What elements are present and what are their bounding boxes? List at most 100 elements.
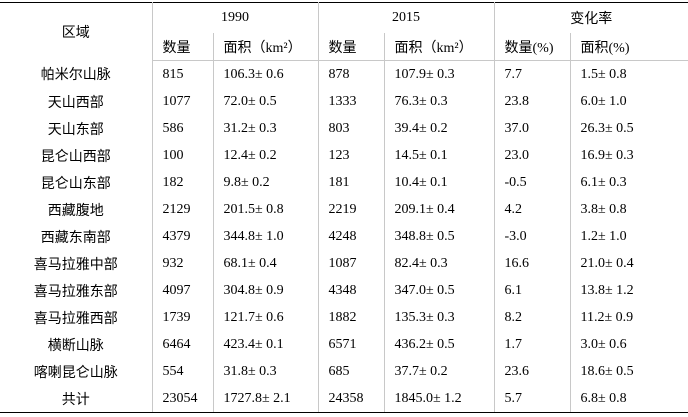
table-row: 帕米尔山脉 815 106.3± 0.6 878 107.9± 0.3 7.7 1.5± 0… — [0, 60, 688, 88]
table-cell: 1.7 — [493, 331, 571, 358]
table-cell: 39.4± 0.2 — [383, 115, 495, 142]
table-cell: 喜马拉雅东部 — [0, 277, 153, 304]
table-cell: 9.8± 0.2 — [212, 169, 319, 196]
table-cell: 685 — [317, 358, 385, 385]
table-cell: 31.2± 0.3 — [212, 115, 319, 142]
table-body: 帕米尔山脉 815 106.3± 0.6 878 107.9± 0.3 7.7 1.5± 0… — [0, 60, 688, 413]
table-cell: 6464 — [151, 331, 214, 358]
header-cell: 数量 — [317, 33, 385, 61]
table-cell: 1.5± 0.8 — [569, 60, 688, 88]
table-cell: 4.2 — [493, 196, 571, 223]
table-cell: 135.3± 0.3 — [383, 304, 495, 331]
table-row: 喜马拉雅西部 1739 121.7± 0.6 1882 135.3± 0.3 8.2 11.… — [0, 304, 688, 331]
header-cell: 1990 — [151, 2, 319, 33]
table-row: 昆仑山东部 182 9.8± 0.2 181 10.4± 0.1 -0.5 6.1± 0.3 — [0, 169, 688, 196]
header-cell: 数量 — [152, 33, 214, 61]
table-cell: 昆仑山西部 — [0, 142, 153, 169]
table-cell: 1882 — [317, 304, 385, 331]
table-cell: 121.7± 0.6 — [212, 304, 319, 331]
table-row: 横断山脉 6464 423.4± 0.1 6571 436.2± 0.5 1.7 3.0± … — [0, 331, 688, 358]
table-cell: -3.0 — [493, 223, 571, 250]
table-row: 喜马拉雅东部 4097 304.8± 0.9 4348 347.0± 0.5 6.1 13.… — [0, 277, 688, 304]
header-cell: 数量(%) — [493, 33, 571, 61]
table-cell: 12.4± 0.2 — [212, 142, 319, 169]
table-cell: 1845.0± 1.2 — [383, 385, 495, 413]
table-cell: 西藏腹地 — [0, 196, 153, 223]
table-cell: 16.9± 0.3 — [569, 142, 688, 169]
table-cell: 554 — [151, 358, 214, 385]
table-cell: 5.7 — [493, 385, 571, 413]
table-cell: -0.5 — [493, 169, 571, 196]
table-row: 喀喇昆仑山脉 554 31.8± 0.3 685 37.7± 0.2 23.6 18.6± … — [0, 358, 688, 385]
table-cell: 348.8± 0.5 — [383, 223, 495, 250]
header-row: 区域 1990 2015 变化率 — [0, 2, 688, 61]
table-cell: 喜马拉雅西部 — [0, 304, 153, 331]
table-cell: 23.6 — [493, 358, 571, 385]
table-cell: 37.0 — [493, 115, 571, 142]
table-cell: 209.1± 0.4 — [383, 196, 495, 223]
table-cell: 18.6± 0.5 — [569, 358, 688, 385]
table-cell: 4248 — [317, 223, 385, 250]
header-cell: 面积（km²） — [212, 33, 319, 61]
header-row: 数量 面积（km²） 数量 面积（km²） 数量(%) 面积(%) — [0, 33, 688, 61]
table-cell: 82.4± 0.3 — [383, 250, 495, 277]
table-cell: 6.0± 1.0 — [569, 88, 688, 115]
table-row: 西藏东南部 4379 344.8± 1.0 4248 348.8± 0.5 -3.0 1.2… — [0, 223, 688, 250]
table-cell: 586 — [151, 115, 214, 142]
table-cell: 815 — [151, 60, 214, 88]
table-cell: 天山东部 — [0, 115, 153, 142]
table-cell: 2129 — [151, 196, 214, 223]
table-row: 天山东部 586 31.2± 0.3 803 39.4± 0.2 37.0 26.3± 0.… — [0, 115, 688, 142]
table-row: 西藏腹地 2129 201.5± 0.8 2219 209.1± 0.4 4.2 3.8± … — [0, 196, 688, 223]
table-cell: 6.1± 0.3 — [569, 169, 688, 196]
table-cell: 68.1± 0.4 — [212, 250, 319, 277]
table-cell: 4348 — [317, 277, 385, 304]
table-cell: 107.9± 0.3 — [383, 60, 495, 88]
table-cell: 72.0± 0.5 — [212, 88, 319, 115]
table-cell: 24358 — [317, 385, 385, 413]
table-cell: 31.8± 0.3 — [212, 358, 319, 385]
table-cell: 182 — [151, 169, 214, 196]
table-row: 天山西部 1077 72.0± 0.5 1333 76.3± 0.3 23.8 6.0± 1… — [0, 88, 688, 115]
table-cell: 23.8 — [493, 88, 571, 115]
table-cell: 23054 — [151, 385, 214, 413]
table-cell: 6.8± 0.8 — [569, 385, 688, 413]
table-row: 共计 23054 1727.8± 2.1 24358 1845.0± 1.2 5.7 6.8… — [0, 385, 688, 413]
table-cell: 37.7± 0.2 — [383, 358, 495, 385]
table-cell: 803 — [317, 115, 385, 142]
header-cell: 面积（km²） — [383, 33, 495, 61]
table-cell: 16.6 — [493, 250, 571, 277]
table-cell: 横断山脉 — [0, 331, 153, 358]
table-cell: 7.7 — [493, 60, 571, 88]
table-cell: 76.3± 0.3 — [383, 88, 495, 115]
table-cell: 喀喇昆仑山脉 — [0, 358, 153, 385]
table-cell: 21.0± 0.4 — [569, 250, 688, 277]
table-cell: 181 — [317, 169, 385, 196]
table-cell: 932 — [151, 250, 214, 277]
table-cell: 1077 — [151, 88, 214, 115]
table-cell: 423.4± 0.1 — [212, 331, 319, 358]
table-cell: 8.2 — [493, 304, 571, 331]
header-cell: 区域 — [0, 2, 153, 61]
table-cell: 304.8± 0.9 — [212, 277, 319, 304]
table-cell: 878 — [317, 60, 385, 88]
table-cell: 3.8± 0.8 — [569, 196, 688, 223]
table-cell: 4379 — [151, 223, 214, 250]
table-cell: 4097 — [151, 277, 214, 304]
header-cell: 面积(%) — [569, 33, 688, 61]
table-cell: 14.5± 0.1 — [383, 142, 495, 169]
table-cell: 共计 — [0, 385, 153, 413]
table-cell: 26.3± 0.5 — [569, 115, 688, 142]
table-cell: 23.0 — [493, 142, 571, 169]
table-cell: 13.8± 1.2 — [569, 277, 688, 304]
table-cell: 3.0± 0.6 — [569, 331, 688, 358]
table-header: 区域 1990 2015 变化率 数量 面积（km²） 数量 面积（km²） 数量(%)… — [0, 2, 688, 61]
table-row: 喜马拉雅中部 932 68.1± 0.4 1087 82.4± 0.3 16.6 21.0±… — [0, 250, 688, 277]
header-cell: 2015 — [317, 2, 495, 33]
table-cell: 11.2± 0.9 — [569, 304, 688, 331]
table-cell: 201.5± 0.8 — [212, 196, 319, 223]
table-cell: 123 — [317, 142, 385, 169]
table-cell: 100 — [151, 142, 214, 169]
